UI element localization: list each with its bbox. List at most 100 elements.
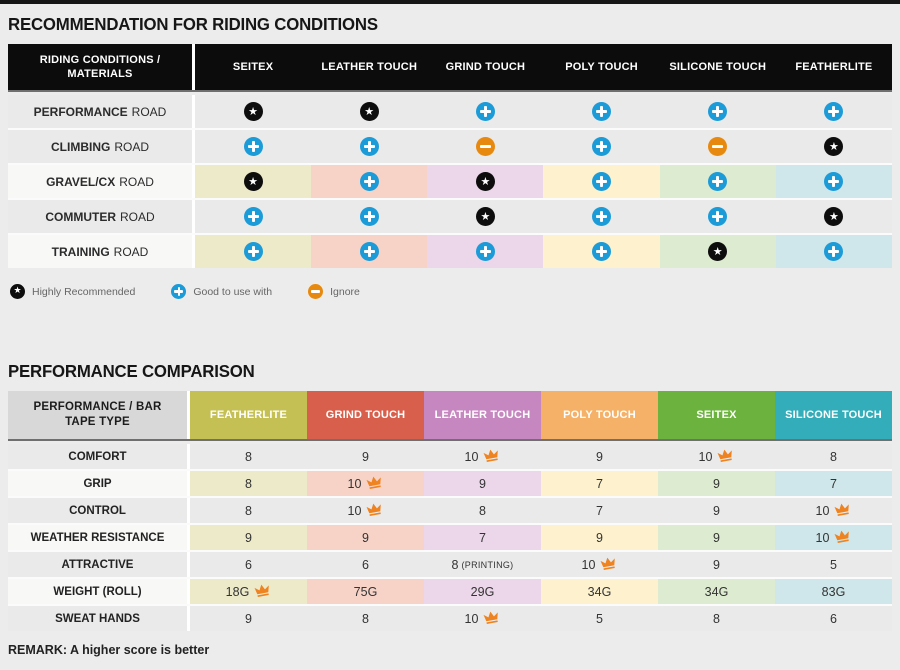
tape-column-header: SEITEX <box>658 391 775 439</box>
score-value: 29G <box>470 584 495 599</box>
top-edge-bar <box>0 0 900 4</box>
score-value: 8 <box>245 503 252 518</box>
riding-conditions-table: RIDING CONDITIONS / MATERIALS SEITEX LEATH… <box>8 44 892 268</box>
legend-label: Highly Recommended <box>32 285 136 298</box>
score-value: 34G <box>587 584 612 599</box>
performance-row: WEATHER RESISTANCE 9 9 7 9 9 10 <box>8 525 892 550</box>
score-value: 10 <box>815 503 830 518</box>
score-cell: 7 <box>541 498 658 523</box>
row-label: CLIMBING ROAD <box>8 130 195 163</box>
score-cell: 10 <box>424 606 541 631</box>
rating-cell <box>775 235 892 268</box>
row-label-bold: GRAVEL/CX <box>46 174 116 189</box>
rating-cell <box>659 200 776 233</box>
score-value: 8 <box>245 476 252 491</box>
tape-column-header: LEATHER TOUCH <box>424 391 541 439</box>
riding-condition-row: TRAINING ROAD <box>8 235 892 268</box>
score-cell: 9 <box>541 525 658 550</box>
material-column-header: FEATHERLITE <box>795 60 873 73</box>
score-cell: 8 (PRINTING) <box>424 552 541 577</box>
rating-cell <box>427 200 544 233</box>
score-cell: 10 <box>307 471 424 496</box>
rating-cell <box>195 200 312 233</box>
row-label: WEATHER RESISTANCE <box>8 525 190 550</box>
score-cell: 6 <box>307 552 424 577</box>
rating-cell <box>427 165 544 198</box>
plus-icon <box>824 172 844 191</box>
rating-cell <box>775 165 892 198</box>
crown-icon <box>834 503 850 516</box>
plus-icon <box>592 137 612 156</box>
rating-legend: Highly Recommended Good to use with Ignore <box>10 284 892 299</box>
rating-cell <box>195 235 312 268</box>
bar-tape-type-corner-header: PERFORMANCE / BAR TAPE TYPE <box>8 391 190 439</box>
score-cell: 7 <box>424 525 541 550</box>
star-icon <box>243 172 263 191</box>
legend-label: Ignore <box>330 285 360 298</box>
material-column-header: POLY TOUCH <box>565 60 638 73</box>
plus-icon <box>708 172 728 191</box>
plus-icon <box>824 242 844 261</box>
riding-condition-row: PERFORMANCE ROAD <box>8 95 892 128</box>
legend-label: Good to use with <box>193 285 273 298</box>
score-cell: 10 <box>658 444 775 469</box>
plus-icon <box>359 207 379 226</box>
performance-row: COMFORT 8 9 10 9 10 8 <box>8 444 892 469</box>
score-cell: 8 <box>190 471 307 496</box>
score-cell: 8 <box>307 606 424 631</box>
row-label: TRAINING ROAD <box>8 235 195 268</box>
rating-cell <box>427 235 544 268</box>
rating-cell <box>659 95 776 128</box>
score-cell: 8 <box>190 498 307 523</box>
score-value: 7 <box>479 530 486 545</box>
crown-icon <box>483 449 499 462</box>
tape-column-header: GRIND TOUCH <box>307 391 424 439</box>
legend-item: Highly Recommended <box>10 284 135 299</box>
score-cell: 10 <box>541 552 658 577</box>
score-value: 8 <box>362 611 369 626</box>
score-value: 7 <box>596 503 603 518</box>
rating-cell <box>659 235 776 268</box>
row-label: PERFORMANCE ROAD <box>8 95 195 128</box>
table2-header-row: PERFORMANCE / BAR TAPE TYPE FEATHERLITE GR… <box>8 391 892 439</box>
score-cell: 10 <box>307 498 424 523</box>
score-cell: 34G <box>541 579 658 604</box>
rating-cell <box>543 95 660 128</box>
material-column-header: GRIND TOUCH <box>445 60 526 73</box>
row-label-bold: CLIMBING <box>51 139 111 154</box>
material-column-header: SILICONE TOUCH <box>669 60 767 73</box>
star-icon <box>824 207 844 226</box>
row-label: CONTROL <box>8 498 190 523</box>
row-label-bold: COMMUTER <box>45 209 116 224</box>
score-value: 5 <box>596 611 603 626</box>
table2-body: COMFORT 8 9 10 9 10 8 GRIP 8 10 9 7 9 7 CONTROL 8 10 … <box>8 444 892 631</box>
score-value: 8 <box>830 449 837 464</box>
rating-cell <box>775 200 892 233</box>
plus-icon <box>359 137 379 156</box>
score-value: 8 <box>713 611 720 626</box>
score-value: 8 <box>451 557 459 572</box>
score-value: 6 <box>245 557 252 572</box>
row-label: GRAVEL/CX ROAD <box>8 165 195 198</box>
plus-icon <box>359 242 379 261</box>
score-cell: 10 <box>775 525 892 550</box>
plus-icon <box>475 242 495 261</box>
row-label: SWEAT HANDS <box>8 606 190 631</box>
score-cell: 9 <box>307 444 424 469</box>
score-value: 9 <box>245 611 252 626</box>
rating-cell <box>195 95 312 128</box>
score-value: 7 <box>830 476 837 491</box>
score-suffix: (PRINTING) <box>461 559 514 570</box>
row-label: GRIP <box>8 471 190 496</box>
score-cell: 5 <box>541 606 658 631</box>
legend-item: Good to use with <box>171 284 272 299</box>
score-value: 9 <box>362 530 369 545</box>
rating-cell <box>775 95 892 128</box>
rating-cell <box>195 130 312 163</box>
score-value: 6 <box>830 611 837 626</box>
rating-cell <box>311 235 428 268</box>
rating-cell <box>543 200 660 233</box>
material-column-header: LEATHER TOUCH <box>321 60 418 73</box>
score-cell: 9 <box>658 552 775 577</box>
rating-cell <box>311 165 428 198</box>
